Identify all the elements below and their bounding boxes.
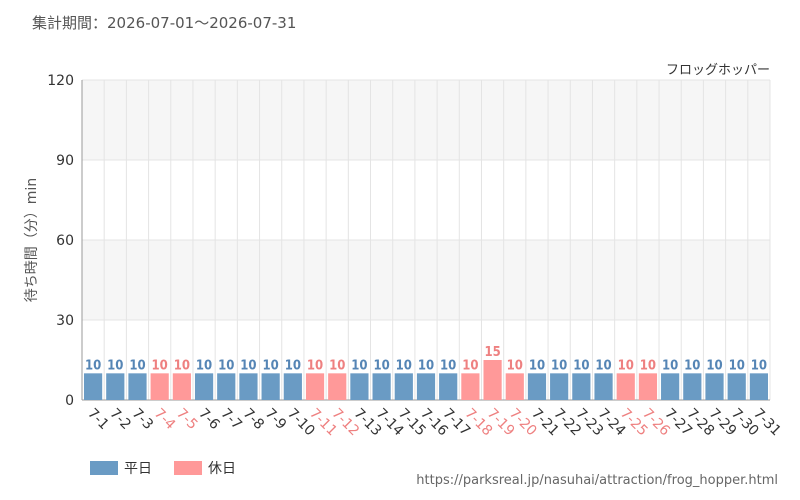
bar-7-31	[749, 373, 769, 400]
bar-7-13	[350, 373, 369, 400]
y-tick-label: 90	[56, 153, 74, 169]
data-label-7-1: 10	[85, 358, 101, 373]
data-label-7-29: 10	[706, 358, 722, 373]
x-tick-label-7-7: 7-7	[217, 406, 244, 433]
data-label-7-23: 10	[573, 358, 589, 373]
y-tick-label: 120	[47, 73, 74, 89]
data-label-7-16: 10	[418, 358, 434, 373]
wait-time-bar-chart: 0 30 60 90 120 10 7-1 10 7-2 10 7-3 10 7-4 10 7-5 10 7-6…	[24, 63, 784, 439]
y-tick-label: 30	[56, 313, 74, 329]
bar-7-1	[83, 373, 103, 400]
legend-swatch-holiday	[174, 461, 202, 475]
data-label-7-11: 10	[307, 358, 323, 373]
bar-7-2	[106, 373, 125, 400]
data-label-7-13: 10	[351, 358, 367, 373]
bar-7-23	[572, 373, 591, 400]
bar-7-16	[416, 373, 436, 400]
legend-item-weekday: 平日	[90, 458, 152, 478]
legend-swatch-weekday	[90, 461, 118, 475]
grid-band	[82, 240, 770, 320]
bar-7-29	[705, 373, 724, 400]
y-tick-label: 60	[56, 233, 74, 249]
bar-7-24	[594, 373, 613, 400]
data-label-7-4: 10	[152, 358, 168, 373]
data-label-7-2: 10	[107, 358, 123, 373]
bar-7-7	[217, 373, 236, 400]
data-label-7-9: 10	[263, 358, 279, 373]
bar-7-22	[550, 373, 569, 400]
x-tick-label-7-6: 7-6	[195, 406, 223, 434]
x-tick-label-7-9: 7-9	[262, 406, 289, 433]
data-label-7-17: 10	[440, 358, 456, 373]
bar-7-10	[283, 373, 302, 400]
data-label-7-6: 10	[196, 358, 212, 373]
data-label-7-22: 10	[551, 358, 567, 373]
x-tick-label-7-2: 7-2	[106, 406, 133, 433]
data-label-7-14: 10	[373, 358, 389, 373]
x-tick-label-7-8: 7-8	[240, 406, 267, 433]
y-tick-label: 0	[65, 393, 74, 409]
bar-7-20	[505, 373, 524, 400]
data-label-7-15: 10	[396, 358, 412, 373]
bar-7-14	[372, 373, 391, 400]
bar-7-28	[683, 373, 702, 400]
data-label-7-8: 10	[240, 358, 256, 373]
period-label: 集計期間：2026-07-01～2026-07-31	[32, 12, 296, 33]
data-label-7-26: 10	[640, 358, 656, 373]
bar-7-4	[150, 373, 169, 400]
data-label-7-7: 10	[218, 358, 234, 373]
grid-band	[82, 80, 770, 160]
bar-7-19	[483, 360, 502, 400]
x-tick-label-7-4: 7-4	[151, 406, 179, 434]
bar-7-26	[638, 373, 658, 400]
data-label-7-12: 10	[329, 358, 345, 373]
bar-7-12	[328, 373, 347, 400]
legend-label-weekday: 平日	[124, 461, 152, 477]
x-tick-label-7-3: 7-3	[129, 406, 156, 433]
chart-title: フロッグホッパー	[666, 63, 770, 78]
legend-label-holiday: 休日	[208, 461, 236, 477]
bar-7-9	[261, 373, 280, 400]
bar-7-30	[727, 373, 746, 400]
bar-7-18	[461, 373, 480, 400]
bar-7-17	[439, 373, 458, 400]
period-prefix: 集計期間：	[32, 14, 108, 32]
data-label-7-3: 10	[129, 358, 145, 373]
bar-7-11	[305, 373, 325, 400]
data-label-7-20: 10	[507, 358, 523, 373]
data-label-7-24: 10	[595, 358, 611, 373]
bar-7-5	[172, 373, 191, 400]
bar-7-25	[616, 373, 635, 400]
bar-7-6	[194, 373, 214, 400]
data-label-7-28: 10	[684, 358, 700, 373]
legend-item-holiday: 休日	[174, 458, 236, 478]
bar-7-27	[661, 373, 680, 400]
bar-7-21	[527, 373, 547, 400]
data-label-7-19: 15	[484, 345, 500, 360]
data-label-7-25: 10	[618, 358, 634, 373]
y-axis-label: 待ち時間（分）min	[24, 178, 40, 302]
data-label-7-21: 10	[529, 358, 545, 373]
x-tick-label-7-1: 7-1	[84, 406, 111, 433]
data-label-7-30: 10	[729, 358, 745, 373]
source-url[interactable]: https://parksreal.jp/nasuhai/attraction/…	[416, 473, 778, 488]
bar-7-8	[239, 373, 258, 400]
legend: 平日 休日	[90, 458, 258, 478]
data-label-7-10: 10	[285, 358, 301, 373]
x-tick-label-7-5: 7-5	[173, 406, 200, 433]
bar-7-3	[128, 373, 147, 400]
data-label-7-31: 10	[751, 358, 767, 373]
data-label-7-5: 10	[174, 358, 190, 373]
data-label-7-27: 10	[662, 358, 678, 373]
period-range: 2026-07-01～2026-07-31	[107, 14, 297, 32]
bar-7-15	[394, 373, 413, 400]
data-label-7-18: 10	[462, 358, 478, 373]
